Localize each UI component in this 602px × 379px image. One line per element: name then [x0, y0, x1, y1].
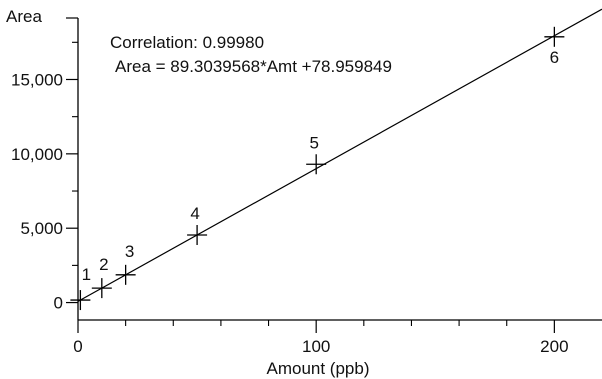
- data-point: 5: [306, 133, 327, 175]
- x-tick-label: 200: [540, 337, 568, 356]
- x-tick-label: 100: [302, 337, 330, 356]
- axes: 0 5,000 10,000 15,000 0 100 200: [11, 17, 602, 356]
- data-point: 2: [91, 255, 112, 299]
- y-tick-label: 5,000: [20, 219, 63, 238]
- data-points: 123 4 5 6: [70, 26, 565, 311]
- y-tick-label: 0: [54, 294, 63, 313]
- y-tick-label: 10,000: [11, 145, 63, 164]
- regression-line: [77, 8, 602, 302]
- data-point: 6: [544, 26, 565, 67]
- x-tick-label: 0: [73, 337, 82, 356]
- point-label: 6: [550, 48, 559, 67]
- point-label: 1: [82, 265, 91, 284]
- data-point: 1: [70, 265, 91, 311]
- data-point: 4: [187, 204, 208, 245]
- point-label: 2: [99, 255, 108, 274]
- point-label: 4: [190, 204, 199, 223]
- y-tick-label: 15,000: [11, 70, 63, 89]
- equation-annotation: Area = 89.3039568*Amt +78.959849: [115, 57, 392, 76]
- point-label: 5: [309, 133, 318, 152]
- y-axis-label: Area: [6, 7, 42, 26]
- x-axis-label: Amount (ppb): [267, 359, 370, 378]
- correlation-annotation: Correlation: 0.99980: [110, 33, 264, 52]
- fit-line-group: [77, 8, 602, 302]
- point-label: 3: [125, 242, 134, 261]
- data-point: 3: [115, 242, 136, 285]
